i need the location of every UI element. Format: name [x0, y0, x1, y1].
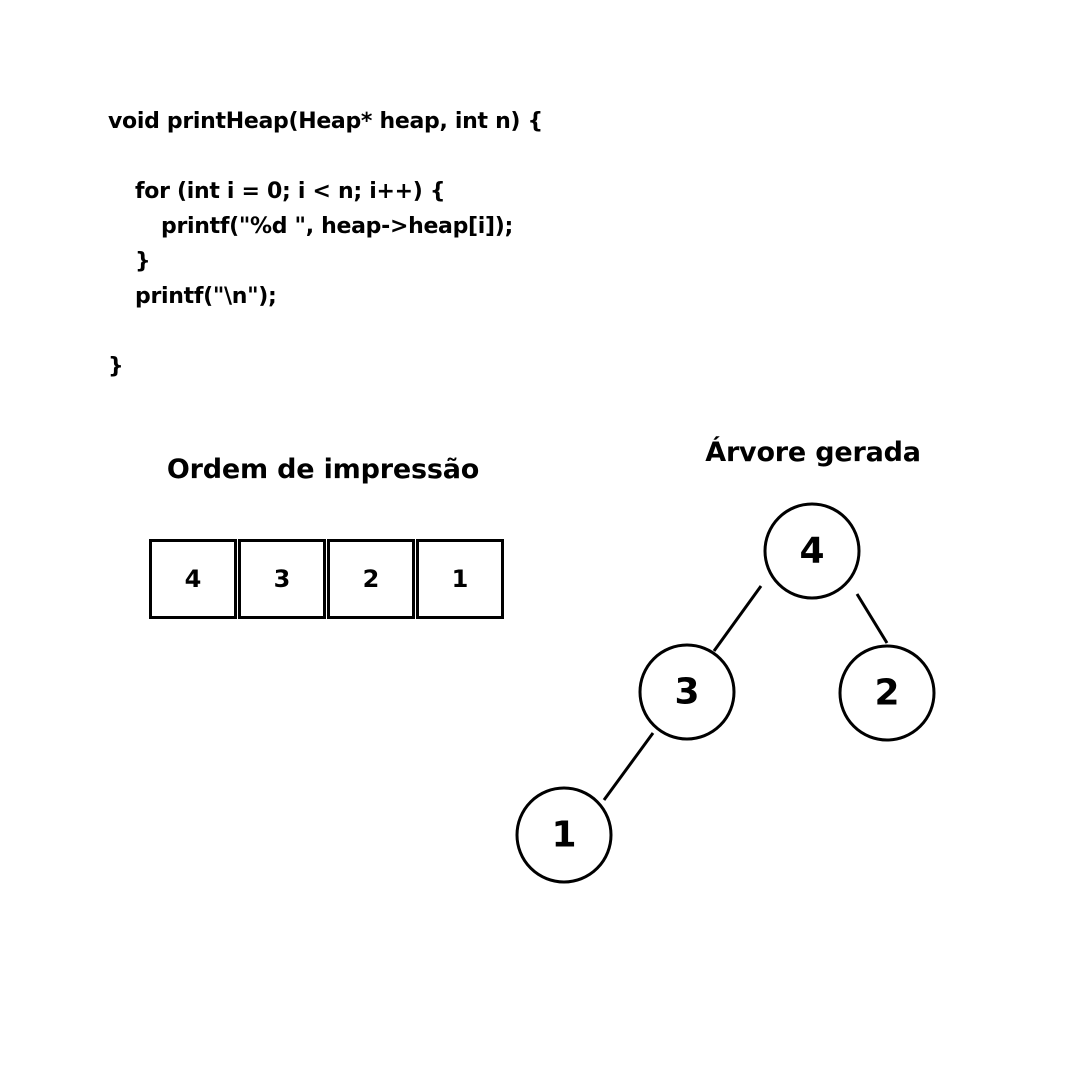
code-line-loop-close: }: [135, 249, 151, 274]
tree-edge-4-2: [855, 593, 889, 644]
array-cell: 3: [238, 539, 326, 619]
tree-node: 2: [838, 644, 936, 742]
tree-node: 1: [515, 786, 613, 884]
code-line-printf-item: printf("%d ", heap->heap[i]);: [161, 214, 514, 239]
code-block: void printHeap(Heap* heap, int n) { for (…: [108, 104, 543, 384]
tree-node-circle: [838, 644, 936, 742]
tree-edge-3-1: [602, 732, 655, 801]
print-order-array: 4 3 2 1: [149, 539, 505, 619]
tree-node-circle: [515, 786, 613, 884]
array-cell: 2: [327, 539, 415, 619]
tree-node-circle: [763, 502, 861, 600]
tree-section-title: Árvore gerada: [705, 437, 921, 468]
array-cell: 1: [416, 539, 504, 619]
tree-node-label: 1: [551, 815, 576, 856]
tree-node-label: 3: [674, 672, 699, 713]
tree-node: 4: [763, 502, 861, 600]
tree-node: 3: [638, 643, 736, 741]
array-cell: 4: [149, 539, 237, 619]
array-section-title: Ordem de impressão: [166, 454, 480, 485]
tree-node-label: 4: [799, 531, 824, 572]
code-line-for-loop: for (int i = 0; i < n; i++) {: [135, 179, 446, 204]
code-line-printf-newline: printf("\n");: [135, 284, 277, 309]
tree-node-label: 2: [874, 673, 899, 714]
tree-node-circle: [638, 643, 736, 741]
tree-edge-4-3: [712, 585, 763, 652]
code-line-function-close: }: [108, 354, 124, 379]
code-line-signature: void printHeap(Heap* heap, int n) {: [108, 109, 543, 134]
